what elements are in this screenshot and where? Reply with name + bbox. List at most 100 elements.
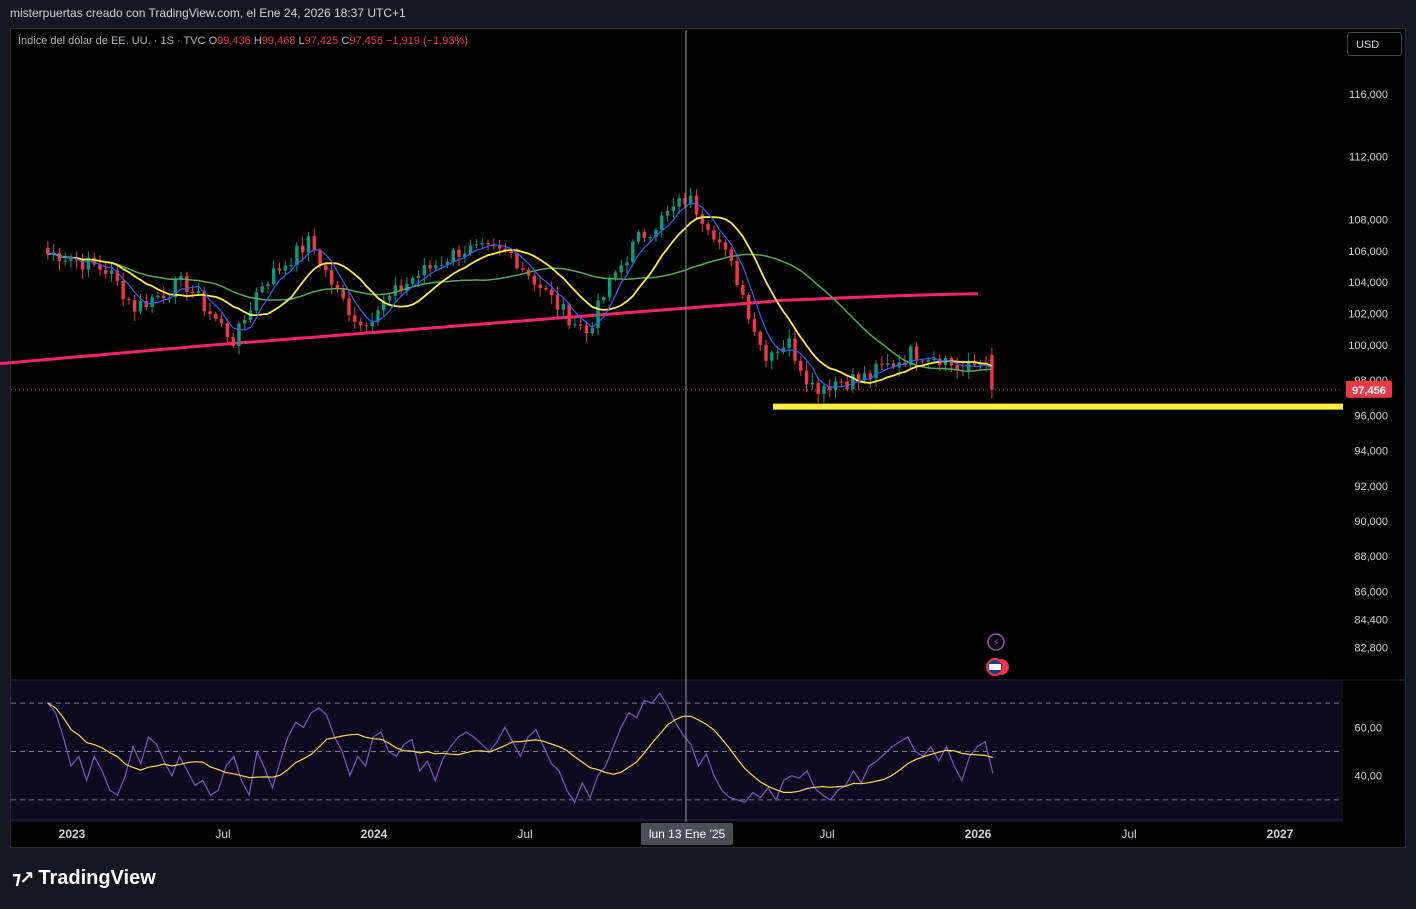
candle-body bbox=[660, 215, 664, 231]
open-value: 99,436 bbox=[217, 35, 251, 47]
candle-body bbox=[758, 331, 762, 345]
candle-body bbox=[862, 373, 867, 380]
candle-body bbox=[532, 275, 537, 285]
candle-body bbox=[109, 270, 114, 274]
us-flag-stripes-icon bbox=[989, 664, 1001, 670]
price-axis-label: 86,000 bbox=[1354, 586, 1388, 598]
candle-body bbox=[428, 265, 432, 269]
price-axis-label: 104,000 bbox=[1348, 277, 1388, 289]
candle-body bbox=[104, 269, 108, 274]
symbol-label: Índice del dólar de EE. UU. · 1S · TVC bbox=[18, 35, 206, 47]
time-axis-label: Jul bbox=[819, 827, 834, 841]
candle-body bbox=[619, 265, 623, 273]
candle-body bbox=[202, 291, 206, 312]
candle-body bbox=[405, 283, 409, 291]
candle-body bbox=[289, 265, 293, 267]
open-label: O bbox=[208, 35, 218, 47]
candle-body bbox=[677, 198, 681, 207]
candle-body bbox=[839, 381, 844, 383]
candle-body bbox=[746, 294, 751, 320]
candle-body bbox=[914, 346, 919, 361]
candle-body bbox=[225, 323, 230, 338]
candle-body bbox=[260, 286, 264, 293]
rsi-axis-label: 60,00 bbox=[1354, 722, 1382, 734]
candle-body bbox=[272, 268, 276, 285]
candle-body bbox=[717, 239, 722, 243]
candle-body bbox=[335, 284, 340, 289]
price-axis-label: 84,400 bbox=[1354, 615, 1388, 627]
candle-body bbox=[712, 230, 716, 240]
candle-body bbox=[283, 265, 288, 271]
candle-body bbox=[903, 362, 907, 365]
price-axis-label: 82,800 bbox=[1354, 643, 1388, 655]
candle-body bbox=[607, 277, 612, 298]
price-axis-label: 108,000 bbox=[1348, 214, 1388, 226]
candle-body bbox=[161, 295, 166, 299]
candle-body bbox=[185, 275, 189, 292]
candle-body bbox=[851, 374, 855, 390]
price-axis-label: 116,000 bbox=[1349, 89, 1388, 101]
candle-body bbox=[86, 257, 91, 270]
price-axis-label: 92,000 bbox=[1354, 481, 1388, 493]
brand-name: TradingView bbox=[38, 867, 156, 889]
candle-body bbox=[300, 245, 305, 253]
candle-body bbox=[596, 300, 600, 329]
candle-body bbox=[723, 242, 728, 250]
candle-body bbox=[741, 284, 745, 295]
candle-body bbox=[457, 249, 461, 257]
candle-body bbox=[856, 374, 861, 380]
rsi-axis-label: 40,00 bbox=[1354, 771, 1382, 783]
candle-body bbox=[474, 244, 479, 246]
candle-body bbox=[573, 324, 577, 326]
candle-body bbox=[642, 231, 647, 238]
price-axis-label: 102,000 bbox=[1348, 309, 1388, 321]
candle-body bbox=[150, 297, 154, 308]
candle-body bbox=[266, 284, 270, 287]
time-axis-label: Jul bbox=[517, 827, 532, 841]
candle-body bbox=[324, 265, 328, 271]
low-label: L bbox=[298, 35, 305, 47]
candle-body bbox=[295, 245, 299, 266]
candle-body bbox=[578, 324, 583, 326]
candle-body bbox=[909, 346, 913, 365]
candle-body bbox=[764, 344, 768, 361]
candle-body bbox=[689, 195, 693, 205]
lightning-glyph-icon: ⚡ bbox=[992, 638, 999, 649]
candle-body bbox=[80, 260, 85, 270]
rsi-ma-line bbox=[47, 702, 994, 794]
currency-button[interactable]: USD bbox=[1347, 32, 1402, 56]
candle-body bbox=[648, 237, 652, 239]
candle-body bbox=[972, 361, 977, 365]
candle-body bbox=[770, 352, 774, 361]
candle-body bbox=[799, 360, 803, 371]
candle-body bbox=[445, 261, 450, 265]
candle-body bbox=[277, 268, 282, 271]
candle-body bbox=[828, 386, 832, 391]
candle-body bbox=[364, 325, 369, 327]
candle-body bbox=[515, 252, 519, 269]
price-axis-label: 90,000 bbox=[1354, 516, 1388, 528]
candle-body bbox=[121, 280, 125, 300]
high-value: 99,468 bbox=[261, 35, 296, 47]
candle-body bbox=[69, 259, 73, 261]
candle-body bbox=[509, 250, 513, 253]
time-axis-label: 2027 bbox=[1267, 827, 1294, 841]
candle-body bbox=[376, 310, 380, 322]
candle-body bbox=[115, 270, 120, 281]
candle-body bbox=[804, 370, 809, 385]
candle-body bbox=[451, 249, 455, 262]
lightning-event-icon bbox=[987, 633, 1005, 651]
candle-body bbox=[775, 351, 780, 353]
time-axis-label: 2023 bbox=[59, 827, 86, 841]
candle-body bbox=[46, 247, 50, 255]
candle-body bbox=[318, 249, 322, 266]
candle-body bbox=[75, 259, 79, 261]
tradingview-mark-icon: ⁊↗ bbox=[12, 868, 34, 888]
close-value: 97,456 bbox=[349, 35, 383, 47]
candle-body bbox=[422, 265, 427, 276]
candle-body bbox=[955, 365, 959, 371]
candle-body bbox=[781, 347, 786, 352]
candle-body bbox=[665, 210, 670, 216]
price-axis-label: 88,000 bbox=[1354, 551, 1388, 563]
